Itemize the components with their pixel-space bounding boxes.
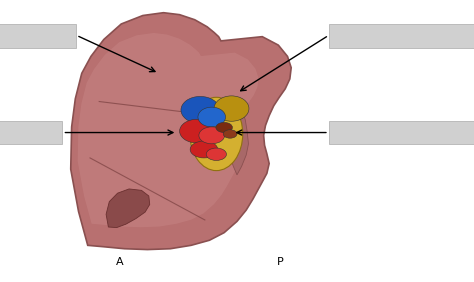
Ellipse shape — [214, 96, 249, 121]
Ellipse shape — [206, 148, 227, 160]
Polygon shape — [78, 33, 258, 227]
Ellipse shape — [190, 97, 243, 171]
Text: A: A — [116, 257, 124, 267]
Ellipse shape — [181, 96, 219, 124]
Ellipse shape — [180, 119, 215, 143]
Polygon shape — [227, 99, 248, 175]
Ellipse shape — [190, 141, 218, 158]
Polygon shape — [106, 189, 150, 228]
Bar — [329, 121, 474, 144]
Ellipse shape — [223, 130, 237, 138]
Ellipse shape — [199, 127, 225, 144]
Bar — [329, 24, 474, 48]
Ellipse shape — [198, 107, 226, 127]
Bar — [0, 24, 76, 48]
Ellipse shape — [216, 122, 232, 133]
Polygon shape — [71, 13, 291, 250]
Text: P: P — [277, 257, 284, 267]
Bar — [0, 121, 63, 144]
